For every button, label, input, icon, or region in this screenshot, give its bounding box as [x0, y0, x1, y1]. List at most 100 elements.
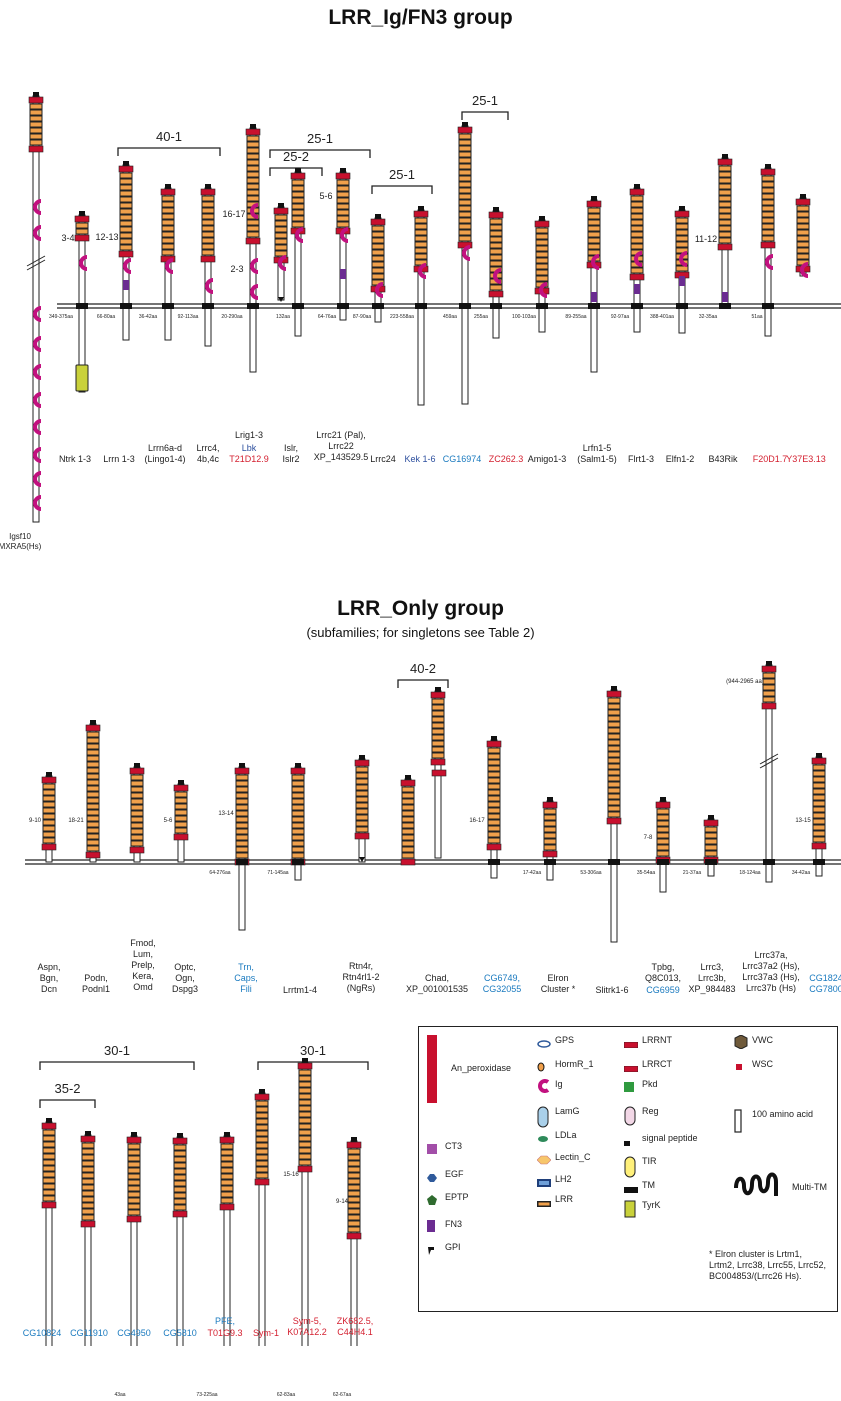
signal-peptide: [278, 203, 284, 208]
lrr-domain: [812, 806, 826, 813]
signal-peptide: [295, 168, 301, 173]
lrr-domain: [458, 223, 472, 230]
lrr-domain: [86, 797, 100, 804]
signal-peptide: [765, 164, 771, 169]
domain-architecture-figure: [25, 92, 841, 1346]
lrr-domain: [761, 175, 775, 182]
lh2-icon: [537, 1174, 551, 1192]
lrr-domain: [487, 825, 501, 832]
lrr-domain: [235, 828, 249, 835]
lrr-domain: [235, 840, 249, 847]
protein-name: Lrrtm1-4: [283, 985, 317, 996]
lrr-domain: [29, 115, 43, 122]
lrr-domain: [291, 798, 305, 805]
signal-peptide: [679, 206, 685, 211]
signal-peptide: [250, 124, 256, 129]
lrr-domain: [347, 1190, 361, 1197]
lrr-domain: [246, 153, 260, 160]
label-line: Trn,: [238, 962, 254, 972]
lrr-domain: [255, 1124, 269, 1131]
label-line: Podn,: [84, 973, 108, 983]
lrr-domain: [42, 1147, 56, 1154]
ig-domain: [165, 258, 174, 274]
lrr-domain: [130, 828, 144, 835]
signal-peptide: [177, 1133, 183, 1138]
tm-domain: [676, 303, 688, 309]
lrr-domain: [487, 783, 501, 790]
lrr-domain: [127, 1167, 141, 1174]
lrr-domain: [487, 813, 501, 820]
protein-name: Igsf10 MXRA5(Hs): [0, 532, 41, 552]
lrrnt-domain: [297, 1062, 313, 1070]
lrrnt-domain: [400, 779, 416, 787]
lrr-domain: [347, 1178, 361, 1185]
lrr-domain: [42, 801, 56, 808]
protein: [219, 1132, 235, 1346]
signal-peptide: [205, 184, 211, 189]
small-label: 87-90aa: [352, 314, 372, 320]
protein: [534, 216, 550, 333]
label-line: Lrrn 1-3: [103, 454, 135, 464]
lrr-domain: [86, 737, 100, 744]
label-line: K07A12.2: [287, 1327, 327, 1337]
signal-peptide: [33, 92, 39, 97]
protein: [254, 1089, 270, 1346]
protein: [413, 206, 429, 406]
lrr-domain: [355, 790, 369, 797]
lrr-domain: [347, 1202, 361, 1209]
tm-domain: [588, 303, 600, 309]
lrr-domain: [161, 201, 175, 208]
signal-peptide: [359, 755, 365, 760]
bracket-label: 25-1: [471, 93, 499, 108]
lrr-domain: [42, 1141, 56, 1148]
label-line: Dspg3: [171, 984, 199, 994]
label-line: Kek 1-6: [404, 454, 436, 464]
label-line: ZC262.3: [488, 454, 524, 464]
tm-domain: [705, 859, 717, 865]
lrr-domain: [291, 792, 305, 799]
lrrct-domain: [80, 1220, 96, 1228]
signal-peptide: [79, 211, 85, 216]
lrr-domain: [291, 840, 305, 847]
ig-domain: [33, 336, 42, 352]
lrr-domain: [291, 786, 305, 793]
lrr-domain: [161, 219, 175, 226]
lrr-domain: [42, 1135, 56, 1142]
lrr-domain: [298, 1105, 312, 1112]
signal-peptide: [85, 1131, 91, 1136]
lrr-domain: [704, 838, 718, 845]
lrrct-domain: [761, 702, 777, 710]
label-line: Islr,: [283, 443, 299, 453]
lrr-domain: [42, 783, 56, 790]
fn3-domain: [591, 292, 597, 302]
lrrnt-domain: [41, 1122, 57, 1130]
tm-domain: [763, 859, 775, 865]
lrr-domain: [130, 834, 144, 841]
lrr-domain: [458, 211, 472, 218]
lrr-domain: [489, 260, 503, 267]
lrr-domain: [127, 1143, 141, 1150]
reg-icon: [624, 1106, 636, 1131]
ig-domain: [33, 419, 42, 435]
lrr-domain: [201, 207, 215, 214]
label-line: Prelp,: [131, 960, 155, 970]
lrr-domain: [161, 249, 175, 256]
lrr-domain: [761, 211, 775, 218]
bracket-label: 30-1: [299, 1043, 327, 1058]
lrr-domain: [414, 229, 428, 236]
footnote-line: BC004853/(Lrrc26 Hs).: [709, 1271, 802, 1281]
legend-label: LDLa: [555, 1130, 577, 1140]
lrr-domain: [607, 703, 621, 710]
lrr-domain: [42, 813, 56, 820]
protein-name: Sym-1: [253, 1328, 279, 1339]
lrr-domain: [347, 1214, 361, 1221]
lrr-domain: [487, 771, 501, 778]
lrrct-domain: [486, 843, 502, 851]
label-line: CG6959: [646, 985, 680, 995]
lrr-domain: [173, 1198, 187, 1205]
protein: [629, 184, 645, 333]
lrrct-domain: [346, 1232, 362, 1240]
lrr-domain: [220, 1179, 234, 1186]
protein: [234, 763, 250, 931]
lrr-icon: [537, 1194, 551, 1212]
